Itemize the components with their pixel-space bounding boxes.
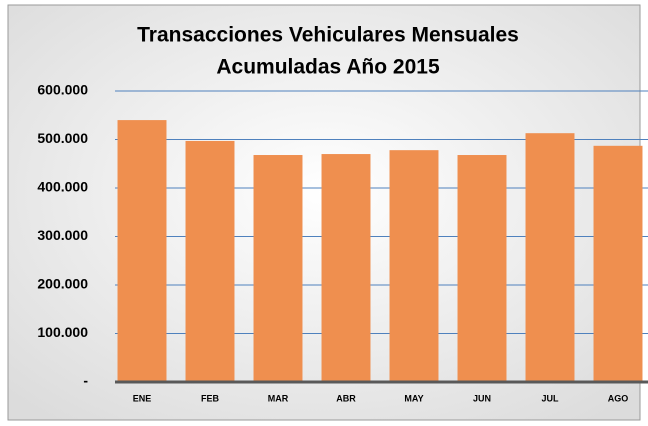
x-tick-label: AGO <box>608 393 629 403</box>
x-tick-label: MAY <box>404 393 423 403</box>
bar <box>253 155 303 382</box>
chart-title: Transacciones Vehiculares Mensuales <box>137 24 519 47</box>
x-tick-label: FEB <box>201 393 220 403</box>
bar <box>525 133 575 382</box>
x-tick-label: ABR <box>336 393 356 403</box>
bar <box>457 155 507 382</box>
y-tick-label: 200.000 <box>37 276 88 292</box>
x-tick-label: JUN <box>473 393 491 403</box>
bar <box>185 140 235 382</box>
y-tick-label: 100.000 <box>37 324 88 340</box>
y-tick-label: 400.000 <box>37 179 88 195</box>
bar <box>593 145 643 382</box>
x-tick-label: JUL <box>541 393 559 403</box>
chart-title: Acumuladas Año 2015 <box>216 56 440 79</box>
bar <box>321 154 371 382</box>
y-tick-label: 300.000 <box>37 227 88 243</box>
y-tick-label: - <box>83 373 88 389</box>
y-tick-label: 600.000 <box>37 82 88 98</box>
bar <box>389 150 439 382</box>
bar <box>117 120 167 382</box>
x-tick-label: ENE <box>133 393 152 403</box>
x-tick-label: MAR <box>268 393 289 403</box>
y-tick-label: 500.000 <box>37 130 88 146</box>
